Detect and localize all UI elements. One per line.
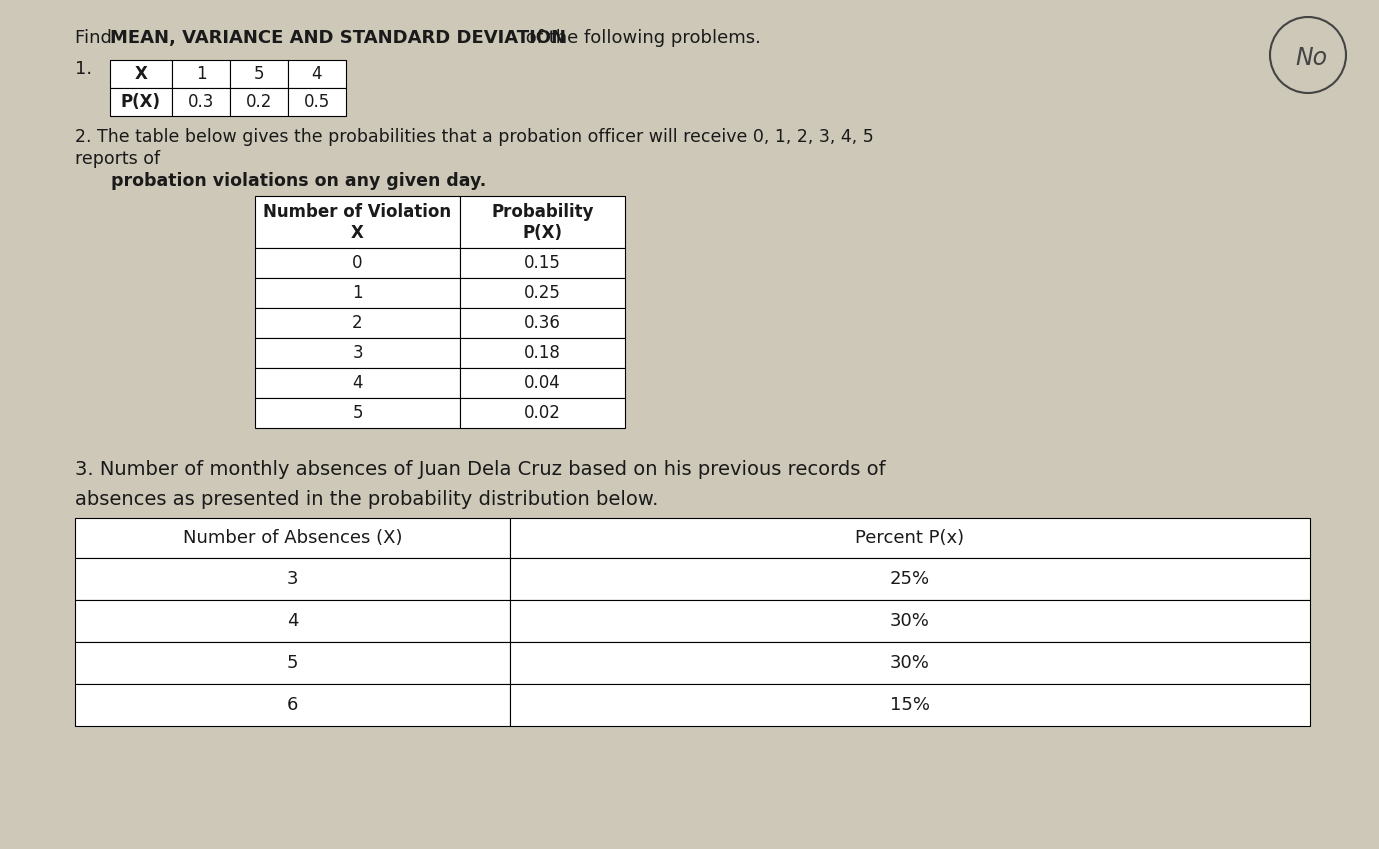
Bar <box>172 60 230 88</box>
Text: 2. The table below gives the probabilities that a probation officer will receive: 2. The table below gives the probabiliti… <box>74 128 874 146</box>
Text: 6: 6 <box>287 696 298 714</box>
Bar <box>74 600 510 642</box>
Text: 3: 3 <box>287 570 298 588</box>
Text: 15%: 15% <box>889 696 929 714</box>
Text: Number of Absences (X): Number of Absences (X) <box>183 529 403 547</box>
Text: 3: 3 <box>352 344 363 362</box>
Bar <box>255 196 461 248</box>
Text: 0.18: 0.18 <box>524 344 561 362</box>
Text: 1: 1 <box>196 65 207 83</box>
Text: reports of: reports of <box>74 150 160 168</box>
Bar <box>74 558 510 600</box>
Text: Probability: Probability <box>491 203 594 221</box>
Bar <box>74 684 510 726</box>
Text: 4: 4 <box>287 612 298 630</box>
Bar <box>461 278 625 308</box>
Text: No: No <box>1295 46 1327 70</box>
Bar <box>461 196 625 248</box>
Text: 25%: 25% <box>889 570 929 588</box>
Bar <box>288 88 346 116</box>
Bar <box>510 600 1310 642</box>
Bar <box>230 88 288 116</box>
Bar <box>110 60 172 88</box>
Text: 4: 4 <box>352 374 363 392</box>
Text: 5: 5 <box>352 404 363 422</box>
Text: X: X <box>135 65 148 83</box>
Bar <box>461 248 625 278</box>
Bar <box>461 308 625 338</box>
Text: 5: 5 <box>254 65 265 83</box>
Text: 2: 2 <box>352 314 363 332</box>
Bar <box>510 558 1310 600</box>
Bar <box>74 642 510 684</box>
Text: 1.: 1. <box>74 60 92 78</box>
Text: of the following problems.: of the following problems. <box>520 29 761 47</box>
Bar <box>255 308 461 338</box>
Text: Find: Find <box>74 29 117 47</box>
Bar <box>110 88 172 116</box>
Bar <box>255 278 461 308</box>
Text: Percent P(x): Percent P(x) <box>855 529 964 547</box>
Text: 1: 1 <box>352 284 363 302</box>
Bar <box>510 684 1310 726</box>
Text: MEAN, VARIANCE AND STANDARD DEVIATION: MEAN, VARIANCE AND STANDARD DEVIATION <box>110 29 565 47</box>
Text: absences as presented in the probability distribution below.: absences as presented in the probability… <box>74 490 658 509</box>
Bar <box>255 338 461 368</box>
Bar <box>255 398 461 428</box>
Bar <box>510 518 1310 558</box>
Text: 3. Number of monthly absences of Juan Dela Cruz based on his previous records of: 3. Number of monthly absences of Juan De… <box>74 460 885 479</box>
Text: 0.02: 0.02 <box>524 404 561 422</box>
Text: probation violations on any given day.: probation violations on any given day. <box>92 172 487 190</box>
Bar <box>74 518 510 558</box>
Bar <box>461 398 625 428</box>
Text: 0: 0 <box>352 254 363 272</box>
Bar <box>510 642 1310 684</box>
Bar <box>230 60 288 88</box>
Text: 30%: 30% <box>889 612 929 630</box>
Bar <box>461 338 625 368</box>
Text: 0.25: 0.25 <box>524 284 561 302</box>
Text: Number of Violation: Number of Violation <box>263 203 451 221</box>
Bar <box>461 368 625 398</box>
Bar <box>288 60 346 88</box>
Text: 0.04: 0.04 <box>524 374 561 392</box>
Text: 30%: 30% <box>889 654 929 672</box>
Text: P(X): P(X) <box>121 93 161 111</box>
Bar <box>255 368 461 398</box>
Text: 0.36: 0.36 <box>524 314 561 332</box>
Text: X: X <box>352 224 364 242</box>
Bar <box>172 88 230 116</box>
Text: 0.2: 0.2 <box>245 93 272 111</box>
Bar <box>255 248 461 278</box>
Text: 0.5: 0.5 <box>303 93 330 111</box>
Text: 0.15: 0.15 <box>524 254 561 272</box>
Text: 5: 5 <box>287 654 298 672</box>
Text: 4: 4 <box>312 65 323 83</box>
Text: P(X): P(X) <box>523 224 563 242</box>
Text: 0.3: 0.3 <box>188 93 214 111</box>
